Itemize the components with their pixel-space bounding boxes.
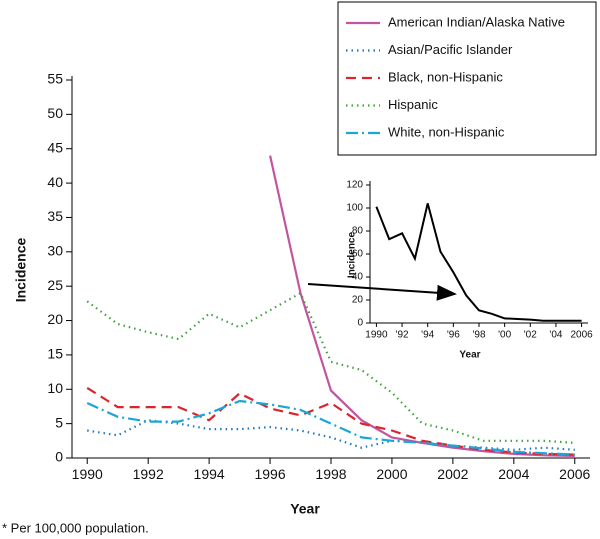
x-tick-label: 2002	[437, 466, 468, 482]
x-tick-label: 1992	[133, 466, 164, 482]
y-tick-label: 20	[47, 311, 63, 327]
series-line	[86, 386, 575, 456]
x-tick-label: '00	[498, 330, 511, 341]
y-tick-label: 10	[47, 380, 63, 396]
x-tick-label: 2004	[498, 466, 529, 482]
arrow	[307, 283, 457, 301]
series-line	[269, 155, 575, 457]
series-line	[375, 203, 582, 322]
y-tick-label: 50	[47, 105, 63, 121]
legend-label: Asian/Pacific Islander	[388, 42, 513, 57]
x-tick-label: 2006	[570, 330, 593, 341]
footnote: * Per 100,000 population.	[2, 520, 149, 535]
x-tick-label: 1990	[365, 330, 388, 341]
y-tick-label: 45	[47, 139, 63, 155]
y-tick-label: 60	[352, 249, 364, 260]
series-line	[86, 399, 575, 456]
legend-label: White, non-Hispanic	[388, 124, 505, 139]
y-tick-label: 30	[47, 243, 63, 259]
y-tick-label: 55	[47, 71, 63, 87]
y-tick-label: 100	[346, 203, 363, 214]
y-tick-label: 120	[346, 180, 363, 191]
legend-label: Hispanic	[388, 97, 438, 112]
y-tick-label: 40	[352, 272, 364, 283]
x-axis-label: Year	[290, 501, 320, 517]
x-tick-label: '94	[421, 330, 434, 341]
y-tick-label: 15	[47, 346, 63, 362]
legend-box	[337, 1, 597, 156]
x-tick-label: 1994	[194, 466, 225, 482]
inset-x-axis-label: Year	[459, 350, 480, 361]
inset-y-axis-label: Incidence	[347, 232, 358, 279]
x-tick-label: '04	[549, 330, 562, 341]
x-tick-label: '92	[396, 330, 409, 341]
y-tick-label: 80	[352, 226, 364, 237]
y-tick-label: 25	[47, 277, 63, 293]
legend-label: Black, non-Hispanic	[388, 69, 503, 84]
x-tick-label: 2006	[559, 466, 590, 482]
x-tick-label: '96	[447, 330, 460, 341]
series-line	[86, 291, 575, 444]
series-line	[87, 419, 575, 451]
x-tick-label: 2000	[376, 466, 407, 482]
x-tick-label: '02	[524, 330, 537, 341]
y-tick-label: 5	[55, 414, 63, 430]
y-tick-label: 20	[352, 295, 364, 306]
y-tick-label: 40	[47, 174, 63, 190]
y-tick-label: 35	[47, 208, 63, 224]
x-tick-label: '98	[472, 330, 485, 341]
x-tick-label: 1996	[254, 466, 285, 482]
x-tick-label: 1990	[72, 466, 103, 482]
y-tick-label: 0	[55, 449, 63, 465]
x-tick-label: 1998	[315, 466, 346, 482]
legend-label: American Indian/Alaska Native	[388, 14, 565, 29]
y-tick-label: 0	[357, 318, 363, 329]
y-axis-label: Incidence	[13, 238, 29, 303]
